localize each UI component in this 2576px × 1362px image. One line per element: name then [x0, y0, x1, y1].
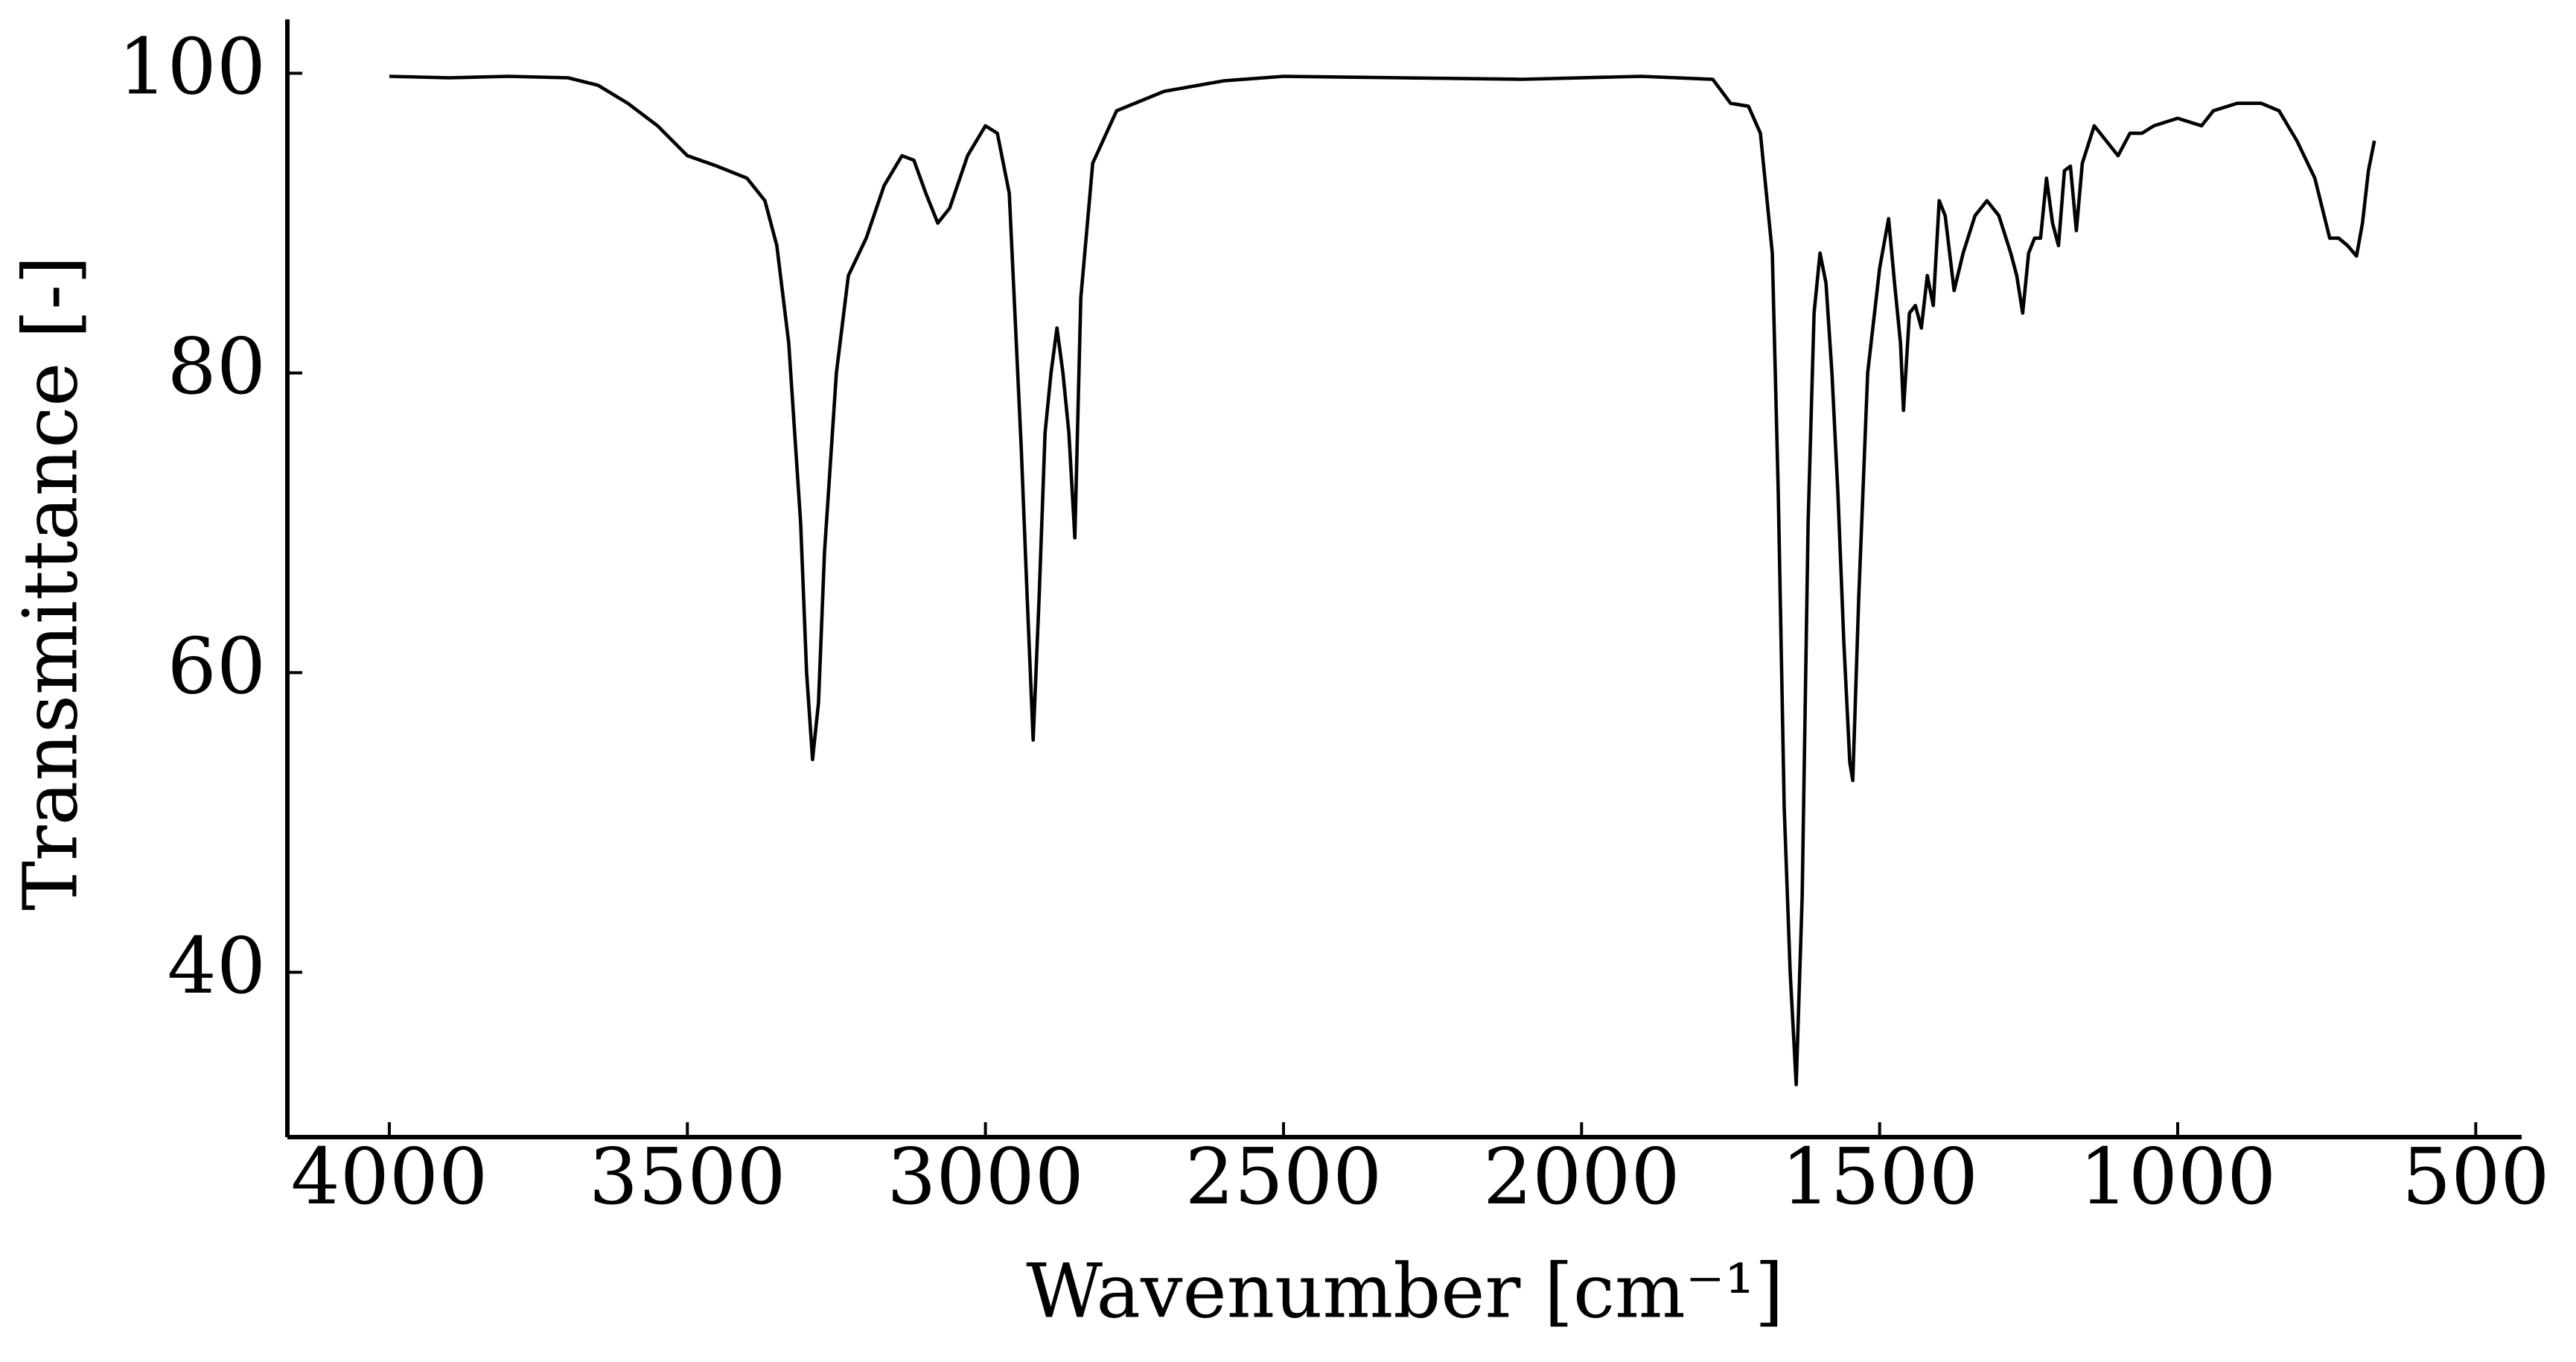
- x-tick-label: 1000: [2079, 1131, 2277, 1222]
- x-tick-label: 2000: [1483, 1131, 1680, 1222]
- y-axis-label: Transmittance [-]: [7, 255, 95, 911]
- x-tick-label: 2500: [1185, 1131, 1383, 1222]
- spectrum-line: [389, 74, 2376, 1086]
- y-tick-label: 40: [168, 920, 266, 1011]
- x-tick-label: 3000: [887, 1131, 1084, 1222]
- y-tick-label: 60: [168, 620, 266, 711]
- x-tick-label: 4000: [291, 1131, 488, 1222]
- x-tick-label: 3500: [589, 1131, 786, 1222]
- x-axis-label: Wavenumber [cm⁻¹]: [1026, 1248, 1784, 1335]
- y-tick-label: 80: [168, 321, 266, 412]
- x-tick-label: 500: [2402, 1131, 2550, 1222]
- x-tick-label: 1500: [1781, 1131, 1978, 1222]
- y-tick-label: 100: [118, 22, 266, 112]
